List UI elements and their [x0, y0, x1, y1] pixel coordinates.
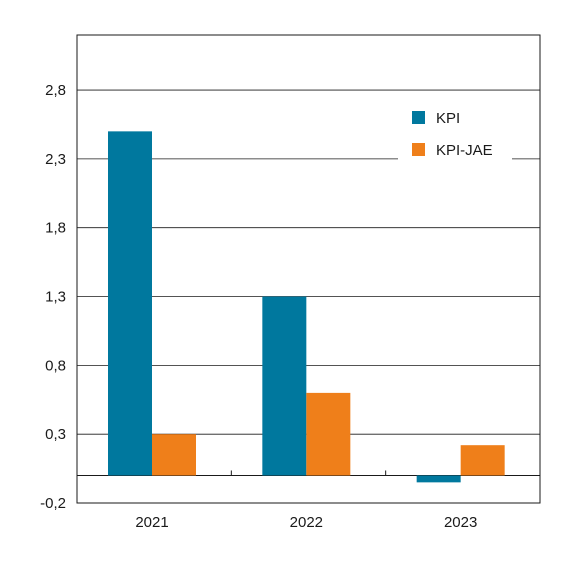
- y-tick-label: 1,3: [45, 289, 66, 306]
- legend-swatch-kpi-jae: [412, 143, 425, 156]
- legend-label-kpi-jae: KPI-JAE: [436, 142, 493, 159]
- y-tick-label: -0,2: [40, 495, 66, 512]
- plot-frame: [76, 34, 541, 504]
- legend-swatch-kpi: [412, 111, 425, 124]
- legend-box: [398, 93, 512, 171]
- legend: KPI KPI-JAE: [398, 93, 512, 171]
- bar-kpi-2022: [262, 296, 307, 476]
- bars: [108, 131, 505, 483]
- y-tick-label: 2,8: [45, 82, 66, 99]
- bar-kpi-2023: [416, 475, 461, 483]
- x-tick-label: 2021: [135, 514, 168, 531]
- bar-kpi-jae-2023: [460, 445, 505, 476]
- bar-kpi-jae-2022: [306, 392, 351, 476]
- y-tick-label: 0,8: [45, 357, 66, 374]
- bar-kpi-jae-2021: [152, 434, 196, 476]
- legend-label-kpi: KPI: [436, 110, 460, 127]
- y-tick-label: 1,8: [45, 220, 66, 237]
- y-tick-label: 2,3: [45, 151, 66, 168]
- x-tick-label: 2022: [290, 514, 323, 531]
- x-tick-label: 2023: [444, 514, 477, 531]
- y-tick-label: 0,3: [45, 426, 66, 443]
- y-axis-ticks: 2,8 2,3 1,8 1,3 0,8 0,3 -0,2: [40, 82, 66, 512]
- bar-kpi-2021: [108, 131, 152, 476]
- x-axis: 2021 2022 2023: [135, 470, 477, 531]
